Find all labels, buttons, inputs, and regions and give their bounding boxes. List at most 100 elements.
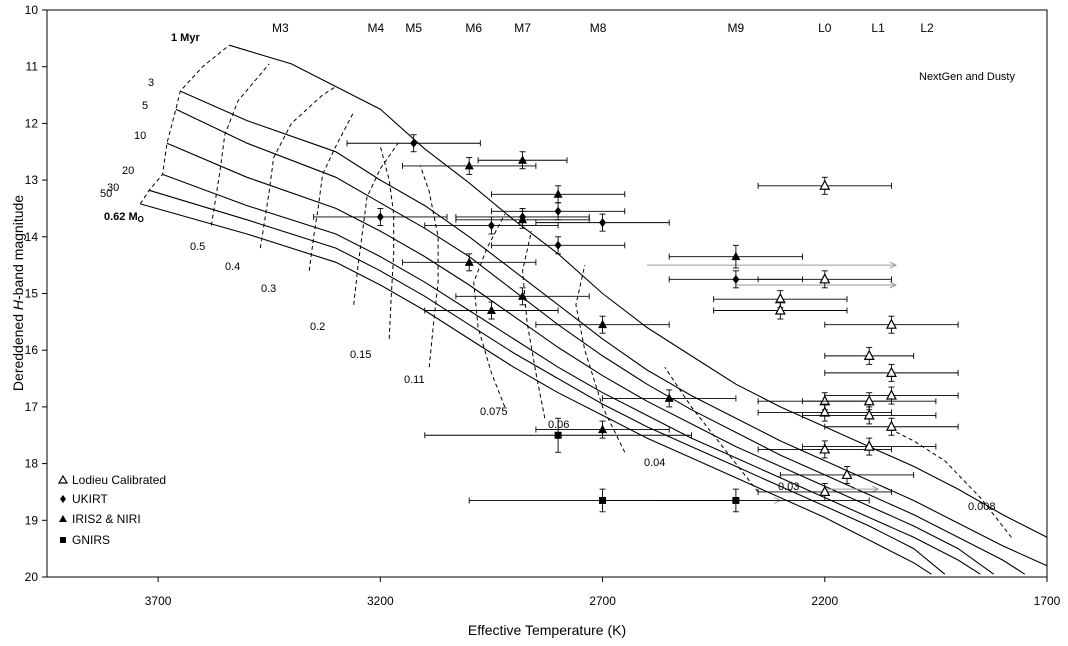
legend-item-gnirs: GNIRS	[60, 533, 110, 547]
mass-track-line-0-4	[259, 86, 337, 249]
y-tick-label-11: 11	[26, 60, 39, 74]
data-point-gnirs-0	[424, 417, 692, 453]
mass-label-0-03: 0.03	[778, 481, 799, 493]
mass-label-0-62: 0.62 MO	[104, 211, 144, 224]
mass-track-line-0-15	[379, 145, 395, 339]
y-tick-label-12: 12	[25, 116, 39, 130]
spectral-type-l0: L0	[818, 21, 832, 35]
mass-track-line-0-62-mo	[139, 44, 230, 205]
data-point-lodieu-calibrated-0	[757, 176, 892, 195]
legend-filled-triangle-icon	[59, 515, 67, 522]
mass-track-line-0-2	[353, 142, 399, 305]
legend-item-ukirt: UKIRT	[60, 492, 108, 506]
legend-label-iris2: IRIS2 & NIRI	[72, 512, 141, 526]
isochrone-line-3	[180, 90, 1048, 567]
data-point-ukirt-5	[535, 213, 670, 232]
mass-track-line-0-06	[522, 230, 546, 419]
spectral-type-m5: M5	[405, 21, 422, 35]
x-tick-label-2700: 2700	[589, 594, 616, 608]
data-point-ukirt-6	[490, 236, 626, 255]
mass-track-line-0-008	[891, 429, 1012, 538]
mass-label-0-06: 0.06	[548, 419, 569, 431]
y-tick-label-10: 10	[25, 3, 39, 17]
mass-label-0-075: 0.075	[480, 406, 508, 418]
spectral-type-m3: M3	[272, 21, 289, 35]
isochrone-line-1-myr	[229, 44, 1048, 538]
data-point-lodieu-calibrated-14	[802, 437, 937, 456]
legend-label-gnirs: GNIRS	[72, 533, 110, 547]
legend-label-lodieu: Lodieu Calibrated	[72, 473, 166, 487]
data-point-gnirs-2	[602, 488, 870, 513]
mass-track-lines	[139, 44, 1012, 538]
isochrone-labels: 1 Myr 3 5 10 20 30 50	[100, 32, 200, 200]
data-point-iris2-niri-9	[602, 389, 737, 408]
spectral-type-labels: M3 M4 M5 M6 M7 M8 M9 L0 L1 L2	[272, 21, 934, 35]
data-point-iris2-niri-6	[455, 287, 590, 306]
mass-label-0-3: 0.3	[261, 283, 276, 295]
y-axis-ticks: 10 11 12 13 14 15 16 17 18 19 20	[25, 3, 47, 584]
spectral-type-m6: M6	[465, 21, 482, 35]
plot-frame	[46, 9, 1048, 578]
y-tick-label-14: 14	[25, 230, 39, 244]
data-point-lodieu-calibrated-3	[713, 301, 848, 320]
upper-limit-arrowhead-0	[889, 261, 898, 269]
data-point-iris2-niri-2	[490, 185, 626, 204]
spectral-type-m4: M4	[368, 21, 385, 35]
x-tick-label-1700: 1700	[1034, 594, 1061, 608]
legend-open-triangle-icon	[57, 474, 69, 484]
y-tick-label-20: 20	[25, 570, 39, 584]
upper-limit-arrows	[647, 261, 898, 504]
mass-label-0-15: 0.15	[350, 349, 371, 361]
data-point-ukirt-7	[668, 270, 804, 289]
isochrone-label-10: 10	[134, 130, 146, 142]
data-point-lodieu-calibrated-15	[779, 465, 915, 484]
mass-label-0-11: 0.11	[404, 374, 425, 386]
isochrone-line-30	[149, 189, 946, 575]
data-point-iris2-niri-3	[455, 210, 590, 229]
x-axis-ticks: 3700 3200 2700 2200 1700	[145, 577, 1061, 608]
isochrone-line-5	[175, 108, 1026, 575]
x-tick-label-2200: 2200	[811, 594, 838, 608]
y-tick-label-19: 19	[25, 513, 39, 527]
isochrone-label-50: 50	[100, 188, 112, 200]
data-point-iris2-niri-1	[477, 151, 568, 170]
upper-limit-arrowhead-3	[871, 485, 880, 493]
isochrone-lines	[140, 44, 1048, 575]
legend-label-ukirt: UKIRT	[72, 492, 108, 506]
data-point-lodieu-calibrated-4	[824, 315, 959, 334]
data-point-lodieu-calibrated-5	[824, 346, 915, 365]
chart-title: NextGen and Dusty	[919, 71, 1015, 83]
spectral-type-m8: M8	[590, 21, 607, 35]
isochrone-line-20	[162, 173, 981, 575]
legend-diamond-icon	[60, 495, 66, 503]
legend-item-iris2: IRIS2 & NIRI	[59, 512, 141, 526]
data-point-iris2-niri-5	[668, 244, 804, 269]
mass-label-0-2: 0.2	[310, 321, 325, 333]
isochrone-line-10	[166, 142, 995, 575]
data-point-ukirt-1	[313, 207, 448, 226]
mass-label-0-008: 0.008	[968, 501, 996, 513]
isochrone-label-30: 30	[107, 182, 119, 194]
mass-track-line-0-04	[575, 264, 626, 453]
spectral-type-m7: M7	[514, 21, 531, 35]
mass-labels: 0.62 MO 0.5 0.4 0.3 0.2 0.15 0.11 0.075 …	[104, 211, 996, 513]
x-tick-label-3200: 3200	[367, 594, 394, 608]
isochrone-label-3: 3	[148, 77, 154, 89]
isochrone-line-50	[140, 203, 932, 575]
upper-limit-arrowhead-1	[889, 281, 898, 289]
mass-track-line-0-3	[308, 111, 355, 271]
data-point-lodieu-calibrated-12	[824, 417, 959, 436]
data-point-iris2-niri-0	[402, 156, 537, 175]
y-axis-title: Dereddened H-band magnitude	[10, 195, 26, 391]
mass-label-0-4: 0.4	[225, 261, 240, 273]
mass-track-line-0-5	[210, 63, 270, 226]
isochrone-label-5: 5	[142, 100, 148, 112]
data-point-iris2-niri-7	[424, 301, 559, 320]
x-tick-label-3700: 3700	[145, 594, 172, 608]
data-point-ukirt-4	[490, 202, 626, 221]
data-point-lodieu-calibrated-11	[802, 406, 937, 425]
data-point-ukirt-0	[346, 134, 481, 153]
y-tick-label-13: 13	[25, 173, 39, 187]
data-point-iris2-niri-8	[535, 315, 670, 334]
